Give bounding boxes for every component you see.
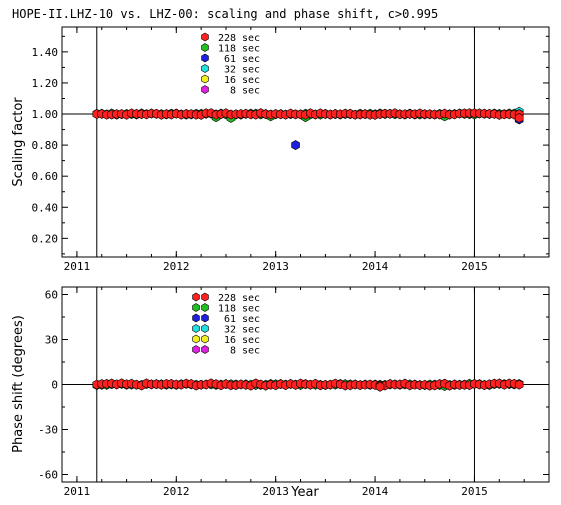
legend-item: 228 sec	[201, 32, 260, 44]
legend-marker-icon	[192, 334, 200, 344]
legend-marker-icon	[192, 313, 200, 323]
legend-item: 61 sec	[192, 313, 260, 325]
legend-label: 32	[224, 325, 236, 336]
legend-label-unit: sec	[242, 33, 260, 44]
legend-marker-icon	[192, 303, 200, 312]
legend-item: 8 sec	[192, 345, 260, 357]
legend-label-unit: sec	[242, 325, 260, 336]
legend-label: 61	[224, 314, 236, 325]
top-axis-ticks: 0.20 0.40 0.60 0.80 1.00 1.20 1.40 2011 2012 2013…	[32, 27, 550, 273]
data-point	[375, 381, 385, 392]
x-tick-label: 2015	[461, 260, 488, 273]
legend-label-unit: sec	[242, 65, 260, 76]
legend-item: 16 sec	[201, 74, 260, 86]
legend-label: 228	[218, 33, 236, 44]
legend-item: 118 sec	[201, 43, 260, 55]
y-tick-label: -60	[38, 469, 58, 482]
legend-marker-icon	[201, 324, 209, 333]
legend-marker-icon	[192, 345, 200, 354]
x-tick-label: 2012	[163, 485, 190, 498]
legend-label: 61	[224, 54, 236, 65]
data-point	[514, 112, 524, 123]
legend-label-unit: sec	[242, 335, 260, 346]
legend-marker-icon	[201, 85, 209, 94]
bottom-axis-ticks: -60 -30 0 30 60 2011 2012 2013 2014 2015	[38, 287, 550, 498]
legend-marker-icon	[201, 292, 209, 302]
y-tick-label: 30	[45, 334, 58, 347]
legend-item: 16 sec	[192, 334, 260, 346]
legend-marker-icon	[201, 313, 209, 323]
y-tick-label: 0	[51, 379, 58, 392]
bottom-data-points	[92, 378, 524, 392]
top-legend: 228 sec 118 sec 61 sec 32 sec 16 sec 8 sec	[201, 32, 260, 97]
x-tick-label: 2013	[262, 260, 289, 273]
y-tick-label: 0.60	[32, 170, 59, 183]
y-tick-label: 0.20	[32, 232, 59, 245]
top-ylabel: Scaling factor	[11, 97, 26, 187]
legend-marker-icon	[192, 324, 200, 333]
y-tick-label: 0.40	[32, 201, 59, 214]
bottom-ylabel: Phase shift (degrees)	[11, 315, 26, 453]
legend-label-unit: sec	[242, 314, 260, 325]
x-tick-label: 2012	[163, 260, 190, 273]
legend-marker-icon	[192, 292, 200, 302]
legend-item: 118 sec	[192, 303, 260, 315]
legend-item: 228 sec	[192, 292, 260, 304]
legend-label-unit: sec	[242, 304, 260, 315]
legend-label-unit: sec	[242, 54, 260, 65]
legend-marker-icon	[201, 345, 209, 354]
top-plot-frame	[61, 26, 550, 258]
legend-label-unit: sec	[242, 293, 260, 304]
x-axis-label: Year	[290, 485, 319, 500]
legend-marker-icon	[201, 53, 209, 63]
y-tick-label: 1.40	[32, 46, 59, 59]
legend-label-unit: sec	[242, 75, 260, 86]
data-point	[514, 379, 524, 390]
y-tick-label: -30	[38, 424, 58, 437]
legend-label: 8	[230, 346, 236, 357]
y-tick-label: 0.80	[32, 139, 59, 152]
top-panel: Scaling factor 0.20 0.40 0.60 0.80 1.00 1.20 1…	[11, 26, 550, 273]
legend-label: 16	[224, 335, 236, 346]
legend-item: 61 sec	[201, 53, 260, 65]
legend-label: 8	[230, 86, 236, 97]
y-tick-label: 60	[45, 289, 58, 302]
legend-label: 228	[218, 293, 236, 304]
x-tick-label: 2013	[262, 485, 289, 498]
legend-marker-icon	[201, 43, 209, 52]
legend-label: 118	[218, 304, 236, 315]
x-tick-label: 2011	[64, 260, 91, 273]
legend-item: 32 sec	[201, 64, 260, 76]
data-point	[291, 140, 300, 151]
legend-label-unit: sec	[242, 86, 260, 97]
y-tick-label: 1.00	[32, 108, 59, 121]
legend-item: 8 sec	[201, 85, 260, 97]
legend-marker-icon	[201, 74, 209, 84]
legend-marker-icon	[201, 64, 209, 73]
bottom-panel: Phase shift (degrees) -60 -30 0 30 60 2011 201…	[11, 286, 550, 498]
legend-label-unit: sec	[242, 44, 260, 55]
legend-marker-icon	[201, 303, 209, 312]
x-tick-label: 2014	[362, 260, 389, 273]
x-tick-label: 2015	[461, 485, 488, 498]
legend-label: 16	[224, 75, 236, 86]
legend-marker-icon	[201, 32, 209, 42]
legend-item: 32 sec	[192, 324, 260, 336]
x-tick-label: 2011	[64, 485, 91, 498]
legend-label: 118	[218, 44, 236, 55]
x-tick-label: 2014	[362, 485, 389, 498]
figure-title: HOPE-II.LHZ-10 vs. LHZ-00: scaling and p…	[12, 7, 438, 21]
top-data-points	[92, 106, 524, 151]
bottom-legend: 228 sec 118 sec 61 sec 32 sec 16 sec 8 sec	[192, 292, 260, 357]
legend-label: 32	[224, 65, 236, 76]
legend-marker-icon	[201, 334, 209, 344]
y-tick-label: 1.20	[32, 77, 59, 90]
legend-label-unit: sec	[242, 346, 260, 357]
